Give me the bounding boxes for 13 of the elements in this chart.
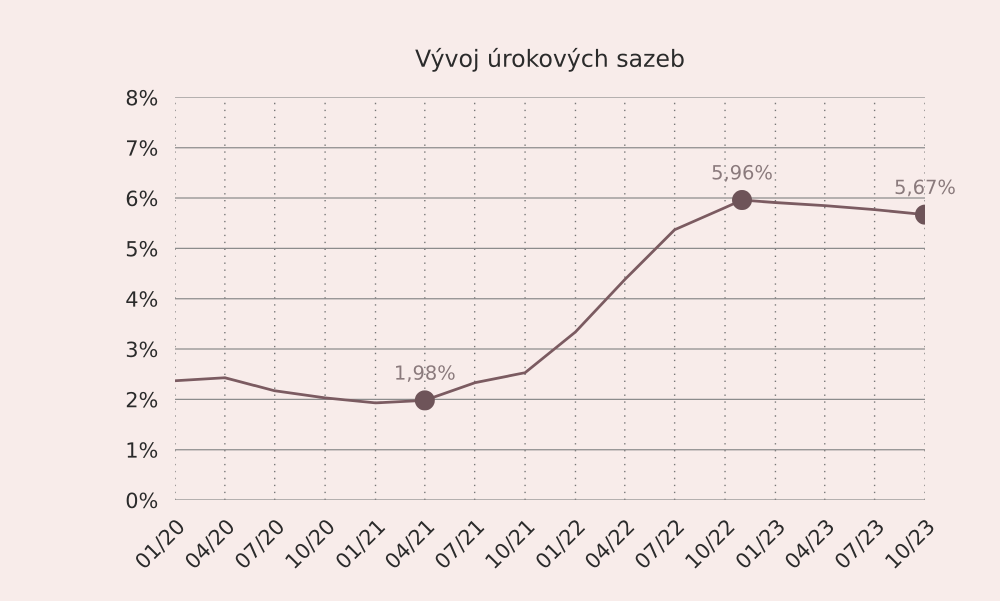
y-tick-label: 0% <box>126 492 158 508</box>
data-label: 5,96% <box>712 164 772 182</box>
data-label: 1,98% <box>396 365 455 382</box>
y-tick-label: 5% <box>126 240 158 257</box>
y-tick-label: 3% <box>126 341 158 358</box>
y-tick-label: 6% <box>126 190 158 206</box>
chart-title: Vývoj úrokových sazeb <box>415 48 684 72</box>
y-tick-label: 2% <box>126 392 158 408</box>
y-tick-label: 1% <box>128 442 158 458</box>
data-label: 5,67% <box>896 180 955 196</box>
y-tick-label: 4% <box>126 291 158 307</box>
y-tick-label: 7% <box>126 140 158 156</box>
y-tick-label: 8% <box>126 90 158 106</box>
